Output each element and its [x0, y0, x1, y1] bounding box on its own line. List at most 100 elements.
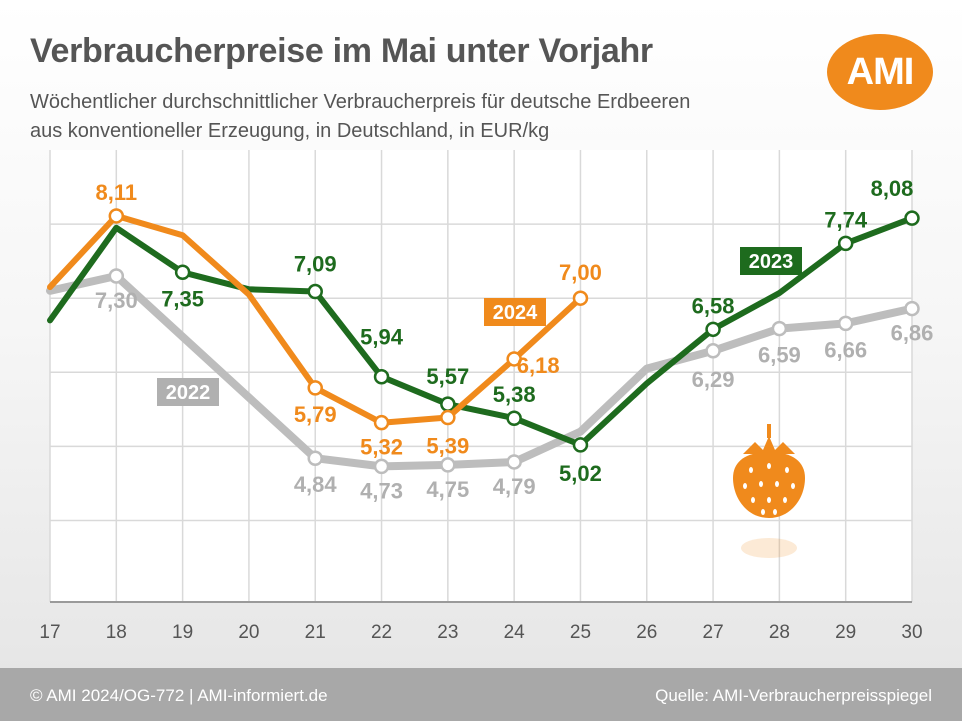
- strawberry-seed: [773, 509, 777, 515]
- footer-bar: © AMI 2024/OG-772 | AMI-informiert.de Qu…: [0, 668, 962, 721]
- strawberry-seed: [767, 497, 771, 503]
- data-point-2024: [373, 414, 390, 431]
- strawberry-seed: [751, 497, 755, 503]
- data-label-2023: 5,38: [493, 382, 536, 407]
- x-tick-label: 22: [371, 622, 392, 643]
- footer-copyright: © AMI 2024/OG-772 | AMI-informiert.de: [30, 686, 328, 705]
- series-tag-2024: 2024: [484, 298, 546, 326]
- price-line-chart: 17 18 19 20 21 22 23 24 25 26 27 28 29 30 7,30 4,84 4,7…: [39, 150, 934, 643]
- data-point-2024: [108, 208, 125, 224]
- chart-series: [46, 208, 920, 475]
- data-label-2024: 6,18: [517, 353, 560, 378]
- strawberry-seed: [759, 481, 763, 487]
- x-tick-label: 27: [703, 622, 724, 643]
- strawberry-reflection: [741, 538, 797, 558]
- data-label-2023: 5,57: [426, 364, 469, 389]
- data-label-2022: 6,66: [824, 337, 867, 362]
- data-point-2022: [771, 320, 788, 337]
- data-point-2023: [373, 368, 390, 385]
- data-point-2023: [904, 210, 920, 226]
- series-tag-label: 2023: [749, 251, 794, 273]
- data-label-2023: 7,35: [161, 286, 204, 311]
- data-label-2022: 4,79: [493, 474, 536, 499]
- subtitle-line-1: Wöchentlicher durchschnittlicher Verbrau…: [30, 91, 691, 113]
- footer-source: Quelle: AMI-Verbraucherpreisspiegel: [655, 686, 932, 705]
- data-point-2023: [506, 410, 522, 426]
- data-label-2022: 6,29: [692, 367, 735, 392]
- strawberry-leaves: [743, 436, 795, 454]
- data-label-2024: 8,11: [96, 180, 138, 205]
- data-labels: 7,30 4,84 4,73 4,75 4,79 6,29 6,59 6,66 6,86 7,35…: [95, 176, 934, 503]
- data-label-2022: 6,59: [758, 343, 801, 368]
- x-tick-label: 20: [238, 622, 259, 643]
- strawberry-seed: [743, 483, 747, 489]
- series-tag-box: [484, 298, 546, 326]
- data-label-2022: 7,30: [95, 288, 138, 313]
- strawberry-seed: [775, 481, 779, 487]
- data-point-2024: [572, 290, 589, 306]
- x-tick-label: 24: [504, 622, 526, 643]
- series-tag-2023: 2023: [740, 247, 802, 275]
- strawberry-seed: [783, 497, 787, 503]
- series-tag-box: [157, 378, 219, 406]
- data-label-2023: 7,74: [824, 207, 868, 232]
- data-label-2022: 6,86: [891, 321, 934, 346]
- x-axis: 17 18 19 20 21 22 23 24 25 26 27 28 29 30: [39, 622, 922, 643]
- series-line-2023: [47, 215, 915, 448]
- data-point-2023: [705, 321, 721, 338]
- x-tick-label: 19: [172, 622, 193, 643]
- data-label-2024: 5,79: [294, 402, 337, 427]
- x-tick-label: 25: [570, 622, 591, 643]
- data-label-2024: 5,32: [360, 435, 403, 460]
- data-point-2023: [572, 437, 589, 453]
- data-point-2022: [506, 454, 522, 470]
- strawberry-seed: [785, 467, 789, 473]
- data-point-2024: [506, 351, 522, 367]
- ami-logo: AMI: [827, 34, 933, 110]
- series-tag-2022: 2022: [157, 378, 219, 406]
- data-point-2022: [904, 300, 920, 317]
- data-label-2023: 6,58: [692, 293, 735, 318]
- data-label-2023: 7,09: [294, 252, 337, 277]
- strawberry-seed: [767, 463, 771, 469]
- data-label-2022: 4,73: [360, 478, 403, 503]
- data-label-2023: 8,08: [871, 176, 914, 201]
- x-tick-label: 28: [769, 622, 790, 643]
- series-tag-box: [740, 247, 802, 275]
- data-point-2024: [440, 409, 456, 426]
- page-title: Verbraucherpreise im Mai unter Vorjahr: [30, 32, 653, 70]
- x-tick-label: 30: [901, 622, 922, 643]
- x-tick-label: 18: [106, 622, 127, 643]
- strawberry-seed: [791, 483, 795, 489]
- data-label-2024: 5,39: [426, 433, 469, 458]
- data-point-2022: [705, 343, 721, 359]
- page-subtitle: Wöchentlicher durchschnittlicher Verbrau…: [30, 88, 690, 146]
- data-label-2022: 4,75: [426, 477, 469, 502]
- series-line-2022: [46, 272, 916, 471]
- strawberry-seed: [749, 467, 753, 473]
- data-point-2023: [174, 264, 191, 281]
- strawberry-decoration: [733, 424, 805, 558]
- x-tick-label: 17: [39, 622, 60, 643]
- data-point-2022: [307, 450, 323, 466]
- series-tag-label: 2024: [493, 302, 538, 324]
- data-label-2023: 5,94: [360, 325, 404, 350]
- data-point-2022: [108, 268, 125, 284]
- strawberry-stem: [767, 424, 771, 438]
- data-point-2023: [837, 235, 854, 252]
- x-tick-label: 29: [835, 622, 856, 643]
- data-point-2022: [440, 457, 456, 473]
- chart-grid: [49, 150, 913, 603]
- x-tick-label: 21: [305, 622, 326, 643]
- data-point-2022: [373, 458, 390, 475]
- data-label-2024: 7,00: [559, 260, 602, 285]
- data-label-2023: 5,02: [559, 461, 602, 486]
- data-label-2022: 4,84: [294, 472, 338, 497]
- data-point-2022: [837, 315, 854, 332]
- x-tick-label: 26: [636, 622, 657, 643]
- x-tick-label: 23: [437, 622, 458, 643]
- subtitle-line-2: aus konventioneller Erzeugung, in Deutsc…: [30, 120, 550, 142]
- strawberry-icon: [733, 424, 805, 558]
- data-point-2023: [307, 283, 323, 300]
